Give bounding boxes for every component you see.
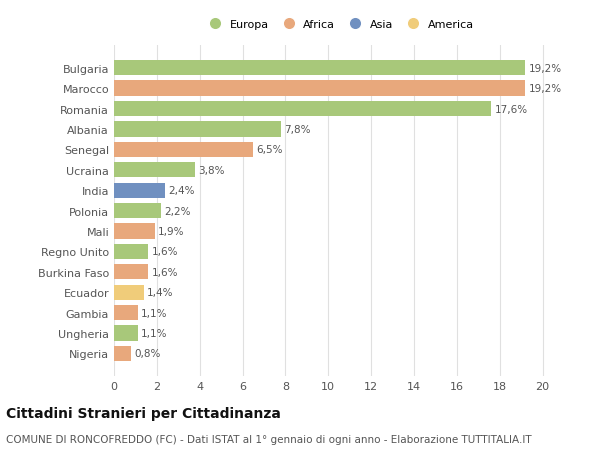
Bar: [114, 285, 144, 300]
Text: 1,1%: 1,1%: [141, 308, 167, 318]
Text: 2,4%: 2,4%: [169, 186, 195, 196]
Bar: [114, 142, 253, 158]
Text: 7,8%: 7,8%: [284, 125, 311, 134]
Bar: [114, 163, 196, 178]
Bar: [114, 61, 526, 76]
Text: 2,2%: 2,2%: [164, 206, 191, 216]
Bar: [114, 244, 148, 259]
Text: 6,5%: 6,5%: [257, 145, 283, 155]
Bar: [114, 326, 137, 341]
Text: 1,9%: 1,9%: [158, 227, 184, 236]
Text: 1,4%: 1,4%: [147, 288, 174, 297]
Text: 0,8%: 0,8%: [134, 349, 161, 359]
Text: 1,6%: 1,6%: [151, 267, 178, 277]
Bar: [114, 81, 526, 96]
Bar: [114, 183, 166, 198]
Text: 1,1%: 1,1%: [141, 328, 167, 338]
Bar: [114, 305, 137, 321]
Text: 19,2%: 19,2%: [529, 63, 562, 73]
Text: 19,2%: 19,2%: [529, 84, 562, 94]
Bar: [114, 203, 161, 219]
Bar: [114, 101, 491, 117]
Text: Cittadini Stranieri per Cittadinanza: Cittadini Stranieri per Cittadinanza: [6, 406, 281, 420]
Text: 17,6%: 17,6%: [494, 104, 527, 114]
Bar: [114, 346, 131, 361]
Text: 3,8%: 3,8%: [199, 165, 225, 175]
Text: COMUNE DI RONCOFREDDO (FC) - Dati ISTAT al 1° gennaio di ogni anno - Elaborazion: COMUNE DI RONCOFREDDO (FC) - Dati ISTAT …: [6, 434, 532, 444]
Bar: [114, 122, 281, 137]
Legend: Europa, Africa, Asia, America: Europa, Africa, Asia, America: [200, 15, 478, 34]
Text: 1,6%: 1,6%: [151, 247, 178, 257]
Bar: [114, 224, 155, 239]
Bar: [114, 264, 148, 280]
